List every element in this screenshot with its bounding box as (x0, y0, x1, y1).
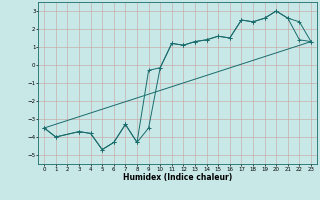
X-axis label: Humidex (Indice chaleur): Humidex (Indice chaleur) (123, 173, 232, 182)
